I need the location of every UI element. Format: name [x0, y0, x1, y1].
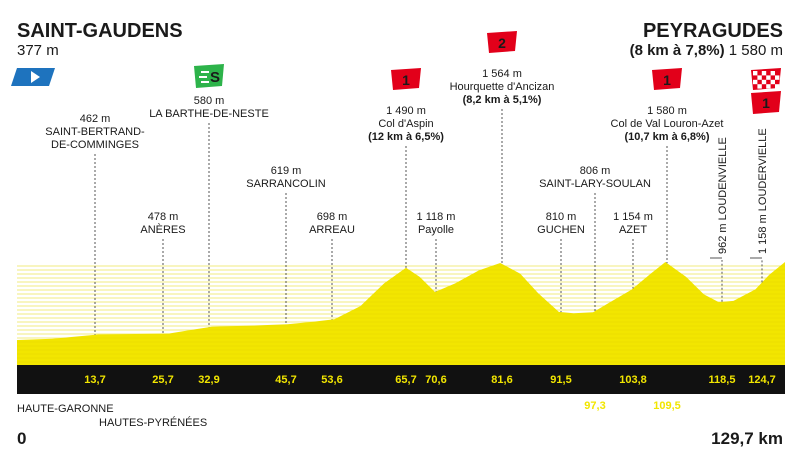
- point-loudenvielle: 962 m LOUDENVIELLE: [710, 137, 729, 302]
- region-haute-garonne: HAUTE-GARONNE: [17, 403, 114, 415]
- km-label-payolle: 70,6: [425, 374, 446, 386]
- point-altitude: 1 158 m: [757, 211, 769, 254]
- km-label-aneres: 25,7: [152, 374, 173, 386]
- point-altitude: 1 490 m: [386, 105, 426, 117]
- point-name: DE-COMMINGES: [51, 139, 139, 151]
- finish-km: 129,7 km: [711, 429, 783, 448]
- point-altitude: 1 580 m: [647, 105, 687, 117]
- point-altitude: 698 m: [317, 211, 348, 223]
- finish-category-icon: 1: [751, 91, 781, 114]
- elevation-profile: [17, 262, 785, 365]
- start-name: SAINT-GAUDENS: [17, 20, 183, 42]
- marker-category: 1: [402, 72, 410, 88]
- km-label-loudenvielle: 118,5: [709, 374, 736, 386]
- km-label-aspin: 65,7: [395, 374, 416, 386]
- point-altitude: 462 m: [80, 113, 111, 125]
- point-name: Hourquette d'Ancizan: [450, 81, 555, 93]
- point-altitude: 478 m: [148, 211, 179, 223]
- km-label-val-louron: 109,5: [653, 400, 681, 412]
- region-hautes-pyrenees: HAUTES-PYRÉNÉES: [99, 416, 207, 429]
- km-label-arreau: 53,6: [321, 374, 342, 386]
- checkered-flag-icon: [751, 68, 781, 90]
- km-label-barthe: 32,9: [198, 374, 219, 386]
- point-peyragudes-lou: 1 158 m LOUDERVIELLE: [750, 128, 769, 283]
- point-altitude: 1 118 m: [417, 211, 456, 223]
- point-name: GUCHEN: [537, 224, 585, 236]
- finish-climb-line: (8 km à 7,8%) 1 580 m: [630, 42, 783, 59]
- finish-category-label: 1: [762, 95, 770, 111]
- point-name: LA BARTHE-DE-NESTE: [149, 108, 269, 120]
- km-label-saint-lary: 97,3: [584, 400, 605, 412]
- point-name: SAINT-LARY-SOULAN: [539, 178, 651, 190]
- marker-category: 2: [498, 35, 506, 51]
- finish-altitude: 1 580 m: [729, 42, 783, 59]
- km-label-sarrancolin: 45,7: [275, 374, 296, 386]
- marker-category: 1: [663, 72, 671, 88]
- point-name: LOUDERVIELLE: [757, 128, 769, 211]
- start-flag-icon: [11, 68, 55, 86]
- point-name: Col de Val Louron-Azet: [611, 118, 724, 130]
- point-name: ANÈRES: [140, 223, 185, 236]
- km-label-guchen: 91,5: [550, 374, 571, 386]
- finish-climb: (8 km à 7,8%): [630, 42, 725, 59]
- point-altitude: 1 564 m: [482, 68, 522, 80]
- start-km: 0: [17, 429, 26, 448]
- point-altitude: 962 m: [717, 220, 729, 254]
- point-name: ARREAU: [309, 224, 355, 236]
- km-label-saint-bertrand: 13,7: [84, 374, 105, 386]
- point-name: Payolle: [418, 224, 454, 236]
- point-barthe: 580 mLA BARTHE-DE-NESTE S: [149, 64, 269, 328]
- point-label-rotated: 1 158 m LOUDERVIELLE: [757, 128, 769, 254]
- point-name: SARRANCOLIN: [246, 178, 326, 190]
- point-altitude: 806 m: [580, 165, 611, 177]
- point-altitude: 580 m: [194, 95, 225, 107]
- sprint-icon: S: [194, 64, 224, 88]
- start-altitude: 377 m: [17, 42, 59, 59]
- point-label-rotated: 962 m LOUDENVIELLE: [717, 137, 729, 254]
- point-name: AZET: [619, 224, 647, 236]
- finish-flag-icon: 1: [751, 68, 781, 114]
- point-name: (12 km à 6,5%): [368, 131, 444, 143]
- profile-mask: [17, 255, 785, 262]
- km-label-ancizan: 81,6: [491, 374, 512, 386]
- point-name: (8,2 km à 5,1%): [463, 94, 542, 106]
- km-bar: [17, 365, 785, 394]
- point-name: Col d'Aspin: [378, 118, 433, 130]
- km-label-azet: 103,8: [619, 374, 647, 386]
- sprint-symbol: S: [210, 69, 220, 86]
- point-altitude: 1 154 m: [613, 211, 653, 223]
- point-altitude: 619 m: [271, 165, 302, 177]
- point-name: (10,7 km à 6,8%): [625, 131, 710, 143]
- point-altitude: 810 m: [546, 211, 577, 223]
- point-name: LOUDENVIELLE: [717, 137, 729, 220]
- point-name: SAINT-BERTRAND-: [45, 126, 145, 138]
- km-label-peyragudes-lou: 124,7: [748, 374, 776, 386]
- finish-name: PEYRAGUDES: [643, 20, 783, 42]
